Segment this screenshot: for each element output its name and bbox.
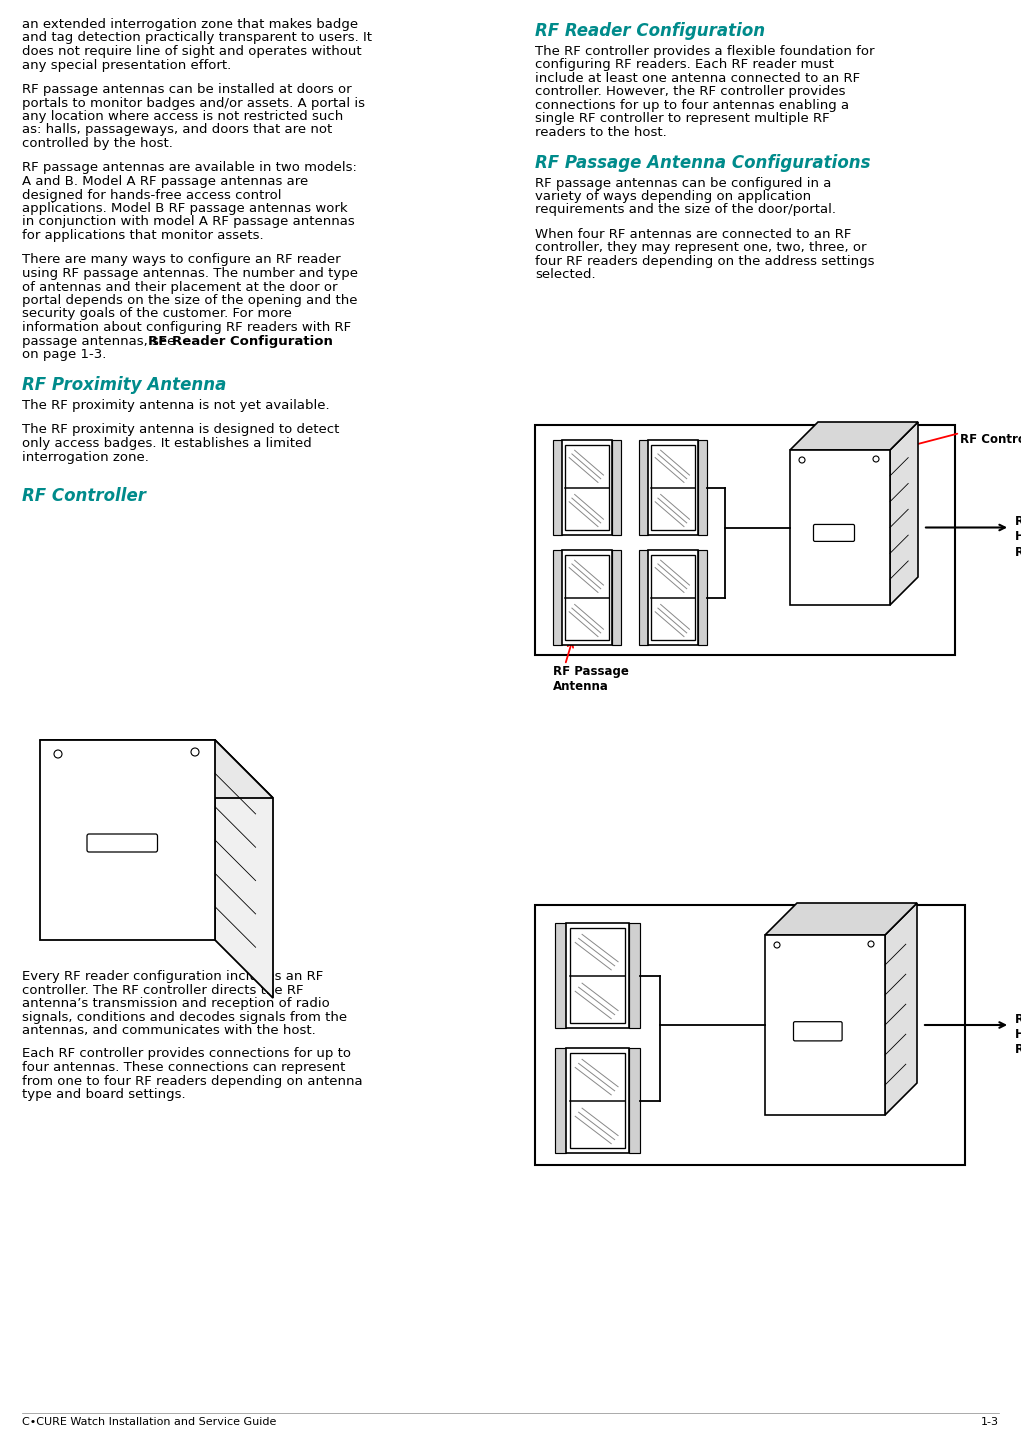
Text: RF Reader Configuration: RF Reader Configuration xyxy=(148,335,333,347)
Polygon shape xyxy=(566,1048,629,1153)
Text: RF passage antennas are available in two models:: RF passage antennas are available in two… xyxy=(22,162,357,174)
Polygon shape xyxy=(566,555,609,641)
Text: RF Passage Antenna Configurations: RF Passage Antenna Configurations xyxy=(535,154,871,172)
Text: controller. The RF controller directs the RF: controller. The RF controller directs th… xyxy=(22,984,303,997)
Polygon shape xyxy=(566,922,629,1028)
Text: any location where access is not restricted such: any location where access is not restric… xyxy=(22,110,343,123)
Text: requirements and the size of the door/portal.: requirements and the size of the door/po… xyxy=(535,203,836,216)
Text: applications. Model B RF passage antennas work: applications. Model B RF passage antenna… xyxy=(22,202,347,214)
Text: four antennas. These connections can represent: four antennas. These connections can rep… xyxy=(22,1061,345,1074)
Polygon shape xyxy=(566,445,609,531)
Polygon shape xyxy=(629,1048,640,1153)
Text: Each RF controller provides connections for up to: Each RF controller provides connections … xyxy=(22,1048,351,1061)
Polygon shape xyxy=(648,440,698,535)
Text: RF passage antennas can be configured in a: RF passage antennas can be configured in… xyxy=(535,176,831,190)
Polygon shape xyxy=(651,445,694,531)
Polygon shape xyxy=(639,551,648,645)
Text: variety of ways depending on application: variety of ways depending on application xyxy=(535,190,811,203)
Polygon shape xyxy=(765,935,885,1115)
Polygon shape xyxy=(629,922,640,1028)
Polygon shape xyxy=(553,440,562,535)
Text: single RF controller to represent multiple RF: single RF controller to represent multip… xyxy=(535,112,830,124)
Text: include at least one antenna connected to an RF: include at least one antenna connected t… xyxy=(535,72,860,84)
Text: signals, conditions and decodes signals from the: signals, conditions and decodes signals … xyxy=(22,1011,347,1024)
Text: information about configuring RF readers with RF: information about configuring RF readers… xyxy=(22,320,351,335)
Polygon shape xyxy=(215,739,273,998)
Text: security goals of the customer. For more: security goals of the customer. For more xyxy=(22,307,292,320)
Polygon shape xyxy=(562,440,613,535)
Text: Recognized by
Host as Two
RF Readers: Recognized by Host as Two RF Readers xyxy=(1015,1012,1021,1055)
Text: When four RF antennas are connected to an RF: When four RF antennas are connected to a… xyxy=(535,227,852,242)
Polygon shape xyxy=(613,551,621,645)
Text: for applications that monitor assets.: for applications that monitor assets. xyxy=(22,229,263,242)
Text: A and B. Model A RF passage antennas are: A and B. Model A RF passage antennas are xyxy=(22,174,308,187)
Text: configuring RF readers. Each RF reader must: configuring RF readers. Each RF reader m… xyxy=(535,59,834,72)
Text: type and board settings.: type and board settings. xyxy=(22,1088,186,1101)
Text: as: halls, passageways, and doors that are not: as: halls, passageways, and doors that a… xyxy=(22,123,332,136)
Polygon shape xyxy=(790,422,918,450)
Polygon shape xyxy=(571,1054,625,1148)
Text: of antennas and their placement at the door or: of antennas and their placement at the d… xyxy=(22,280,338,293)
Polygon shape xyxy=(562,551,613,645)
Polygon shape xyxy=(555,1048,566,1153)
Text: The RF controller provides a flexible foundation for: The RF controller provides a flexible fo… xyxy=(535,44,875,57)
Polygon shape xyxy=(885,902,917,1115)
Text: controller. However, the RF controller provides: controller. However, the RF controller p… xyxy=(535,84,845,99)
Text: designed for hands-free access control: designed for hands-free access control xyxy=(22,189,282,202)
Text: Every RF reader configuration includes an RF: Every RF reader configuration includes a… xyxy=(22,970,324,982)
Text: from one to four RF readers depending on antenna: from one to four RF readers depending on… xyxy=(22,1074,362,1087)
Text: interrogation zone.: interrogation zone. xyxy=(22,450,149,463)
Text: RF Controller: RF Controller xyxy=(960,433,1021,446)
Text: antennas, and communicates with the host.: antennas, and communicates with the host… xyxy=(22,1024,315,1037)
Polygon shape xyxy=(553,551,562,645)
Polygon shape xyxy=(890,422,918,605)
Polygon shape xyxy=(613,440,621,535)
Text: 1-3: 1-3 xyxy=(981,1417,999,1427)
Polygon shape xyxy=(765,902,917,935)
Text: in conjunction with model A RF passage antennas: in conjunction with model A RF passage a… xyxy=(22,216,354,229)
Text: readers to the host.: readers to the host. xyxy=(535,126,667,139)
Text: controller, they may represent one, two, three, or: controller, they may represent one, two,… xyxy=(535,242,867,255)
Polygon shape xyxy=(40,739,215,940)
Text: an extended interrogation zone that makes badge: an extended interrogation zone that make… xyxy=(22,19,358,31)
Polygon shape xyxy=(555,922,566,1028)
Text: connections for up to four antennas enabling a: connections for up to four antennas enab… xyxy=(535,99,849,112)
Text: C•CURE Watch Installation and Service Guide: C•CURE Watch Installation and Service Gu… xyxy=(22,1417,277,1427)
Text: RF Reader Configuration: RF Reader Configuration xyxy=(535,21,765,40)
Polygon shape xyxy=(648,551,698,645)
Polygon shape xyxy=(790,450,890,605)
Text: passage antennas, see: passage antennas, see xyxy=(22,335,180,347)
Text: only access badges. It establishes a limited: only access badges. It establishes a lim… xyxy=(22,438,311,450)
Polygon shape xyxy=(698,551,707,645)
Text: There are many ways to configure an RF reader: There are many ways to configure an RF r… xyxy=(22,253,341,266)
Polygon shape xyxy=(651,555,694,641)
Text: Recognized by
Host as Four
RF Readers: Recognized by Host as Four RF Readers xyxy=(1015,515,1021,559)
Polygon shape xyxy=(40,739,273,798)
Text: controlled by the host.: controlled by the host. xyxy=(22,137,173,150)
Text: on page 1-3.: on page 1-3. xyxy=(22,347,106,360)
Text: does not require line of sight and operates without: does not require line of sight and opera… xyxy=(22,44,361,59)
Text: RF Controller: RF Controller xyxy=(22,488,146,505)
Text: portals to monitor badges and/or assets. A portal is: portals to monitor badges and/or assets.… xyxy=(22,96,364,110)
Text: and tag detection practically transparent to users. It: and tag detection practically transparen… xyxy=(22,31,372,44)
Text: using RF passage antennas. The number and type: using RF passage antennas. The number an… xyxy=(22,267,358,280)
Text: any special presentation effort.: any special presentation effort. xyxy=(22,59,231,72)
Text: four RF readers depending on the address settings: four RF readers depending on the address… xyxy=(535,255,875,267)
Text: RF Proximity Antenna: RF Proximity Antenna xyxy=(22,376,227,395)
Text: antenna’s transmission and reception of radio: antenna’s transmission and reception of … xyxy=(22,997,330,1010)
Polygon shape xyxy=(639,440,648,535)
Text: RF Passage
Antenna: RF Passage Antenna xyxy=(553,665,629,694)
Polygon shape xyxy=(698,440,707,535)
Text: selected.: selected. xyxy=(535,269,595,282)
Polygon shape xyxy=(571,928,625,1022)
Text: RF passage antennas can be installed at doors or: RF passage antennas can be installed at … xyxy=(22,83,351,96)
Text: The RF proximity antenna is designed to detect: The RF proximity antenna is designed to … xyxy=(22,423,339,436)
Text: The RF proximity antenna is not yet available.: The RF proximity antenna is not yet avai… xyxy=(22,399,330,412)
Text: portal depends on the size of the opening and the: portal depends on the size of the openin… xyxy=(22,295,357,307)
